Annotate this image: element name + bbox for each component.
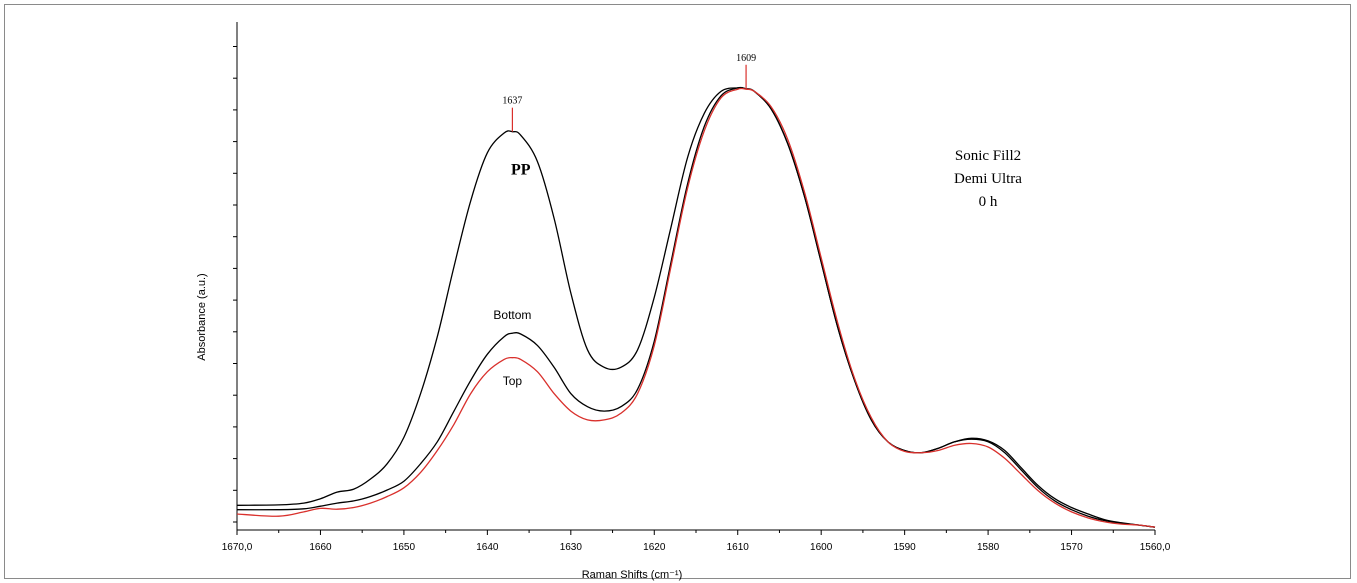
x-tick-label: 1640 xyxy=(476,542,499,553)
series-line-top xyxy=(236,87,1156,528)
x-tick-label: 1610 xyxy=(727,542,750,553)
peak-marker-label: 1637 xyxy=(502,96,522,107)
series-line-bottom xyxy=(236,86,1156,528)
peak-marker-label: 1609 xyxy=(736,53,756,64)
x-tick-label: 1580 xyxy=(977,542,1000,553)
x-axis-ticks: 1670,0 1660 1650 1640 1630 1620 1610 1600 1590 15… xyxy=(222,530,1171,553)
annotation-text: 0 h xyxy=(979,194,998,210)
x-tick-label: 1590 xyxy=(894,542,917,553)
x-tick-label: 1630 xyxy=(560,542,583,553)
y-axis-ticks xyxy=(233,46,237,523)
x-tick-label: 1660 xyxy=(309,542,332,553)
x-tick-label: 1650 xyxy=(393,542,416,553)
figure-frame xyxy=(4,4,1351,579)
series-label-bottom: Bottom xyxy=(493,308,531,322)
x-axis-title: Raman Shifts (cm⁻¹) xyxy=(582,569,683,581)
x-tick-label: 1560,0 xyxy=(1140,542,1171,553)
series-label-pp: PP xyxy=(511,162,531,179)
axes xyxy=(236,22,1155,531)
series-label-top: Top xyxy=(503,374,523,388)
series-line-pp xyxy=(236,87,1156,528)
x-tick-label: 1620 xyxy=(643,542,666,553)
peak-markers: 1637 1609 xyxy=(502,53,756,132)
series-labels: PP Bottom Top xyxy=(493,162,531,388)
x-tick-label: 1670,0 xyxy=(222,542,253,553)
annotation-text: Sonic Fill2 xyxy=(955,148,1021,164)
series-lines xyxy=(236,86,1156,528)
y-axis-title: Absorbance (a.u.) xyxy=(196,273,208,360)
annotations: Sonic Fill2 Demi Ultra 0 h xyxy=(954,148,1022,210)
x-tick-label: 1570 xyxy=(1060,542,1083,553)
annotation-text: Demi Ultra xyxy=(954,171,1022,187)
x-tick-label: 1600 xyxy=(810,542,833,553)
